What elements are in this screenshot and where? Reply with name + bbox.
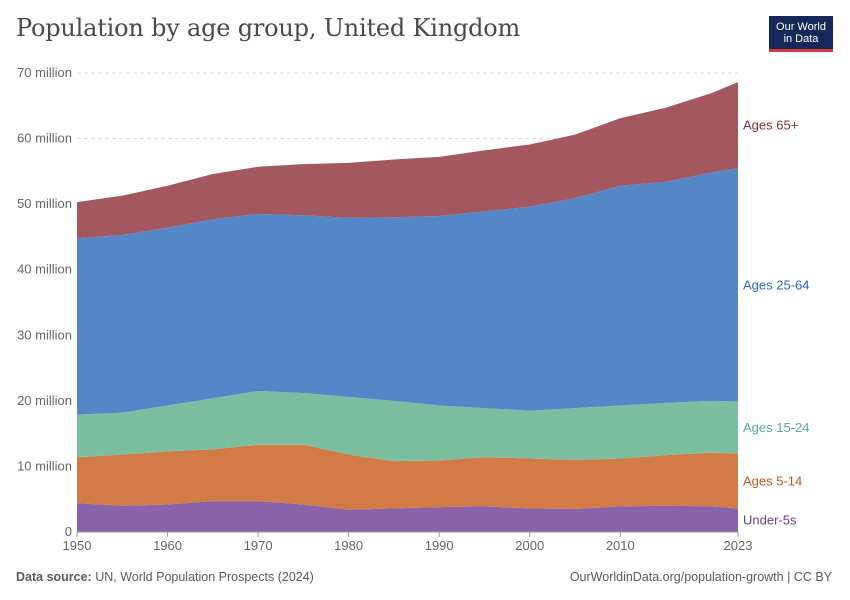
y-axis: 0 10 million 20 million 30 million 40 millio… xyxy=(17,65,72,539)
chart-title: Population by age group, United Kingdom xyxy=(16,14,521,42)
area-ages-5-14[interactable] xyxy=(77,444,738,510)
series-label: Ages 15-24 xyxy=(743,420,810,435)
source-link[interactable]: OurWorldinData.org/population-growth | C… xyxy=(569,570,832,584)
x-axis: 1950 1960 1970 1980 1990 2000 2010 2023 xyxy=(63,531,753,553)
x-tick-label: 1980 xyxy=(334,538,363,553)
series-label: Ages 25-64 xyxy=(743,277,810,292)
y-tick-label: 20 million xyxy=(17,393,72,408)
data-source: Data source: UN, World Population Prospe… xyxy=(16,570,314,584)
logo-line-1: Our World xyxy=(776,20,826,33)
owid-logo[interactable]: Our World in Data xyxy=(769,16,833,52)
series-label: Under-5s xyxy=(743,513,797,528)
x-tick-label: 2023 xyxy=(724,538,753,553)
y-tick-label: 60 million xyxy=(17,131,72,146)
x-tick-label: 1990 xyxy=(425,538,454,553)
y-tick-label: 10 million xyxy=(17,458,72,473)
area-series xyxy=(77,82,738,532)
x-tick-label: 1970 xyxy=(244,538,273,553)
data-source-label: Data source: xyxy=(16,570,92,584)
y-tick-label: 70 million xyxy=(17,65,72,80)
logo-line-2: in Data xyxy=(783,32,819,45)
y-tick-label: 40 million xyxy=(17,262,72,277)
x-tick-label: 1960 xyxy=(153,538,182,553)
series-label: Ages 65+ xyxy=(743,118,798,133)
area-ages-15-24[interactable] xyxy=(77,391,738,462)
y-tick-label: 30 million xyxy=(17,327,72,342)
area-ages-25-64[interactable] xyxy=(77,168,738,415)
x-tick-label: 2010 xyxy=(606,538,635,553)
y-tick-label: 50 million xyxy=(17,196,72,211)
x-tick-label: 1950 xyxy=(63,538,92,553)
y-tick-label: 0 xyxy=(65,524,72,539)
area-ages-65-[interactable] xyxy=(77,82,738,239)
x-tick-label: 2000 xyxy=(515,538,544,553)
series-labels: Under-5s Ages 5-14 Ages 15-24 Ages 25-64 Age… xyxy=(743,118,810,528)
data-source-text: UN, World Population Prospects (2024) xyxy=(95,570,314,584)
series-label: Ages 5-14 xyxy=(743,473,802,488)
area-under-5s[interactable] xyxy=(77,501,738,532)
